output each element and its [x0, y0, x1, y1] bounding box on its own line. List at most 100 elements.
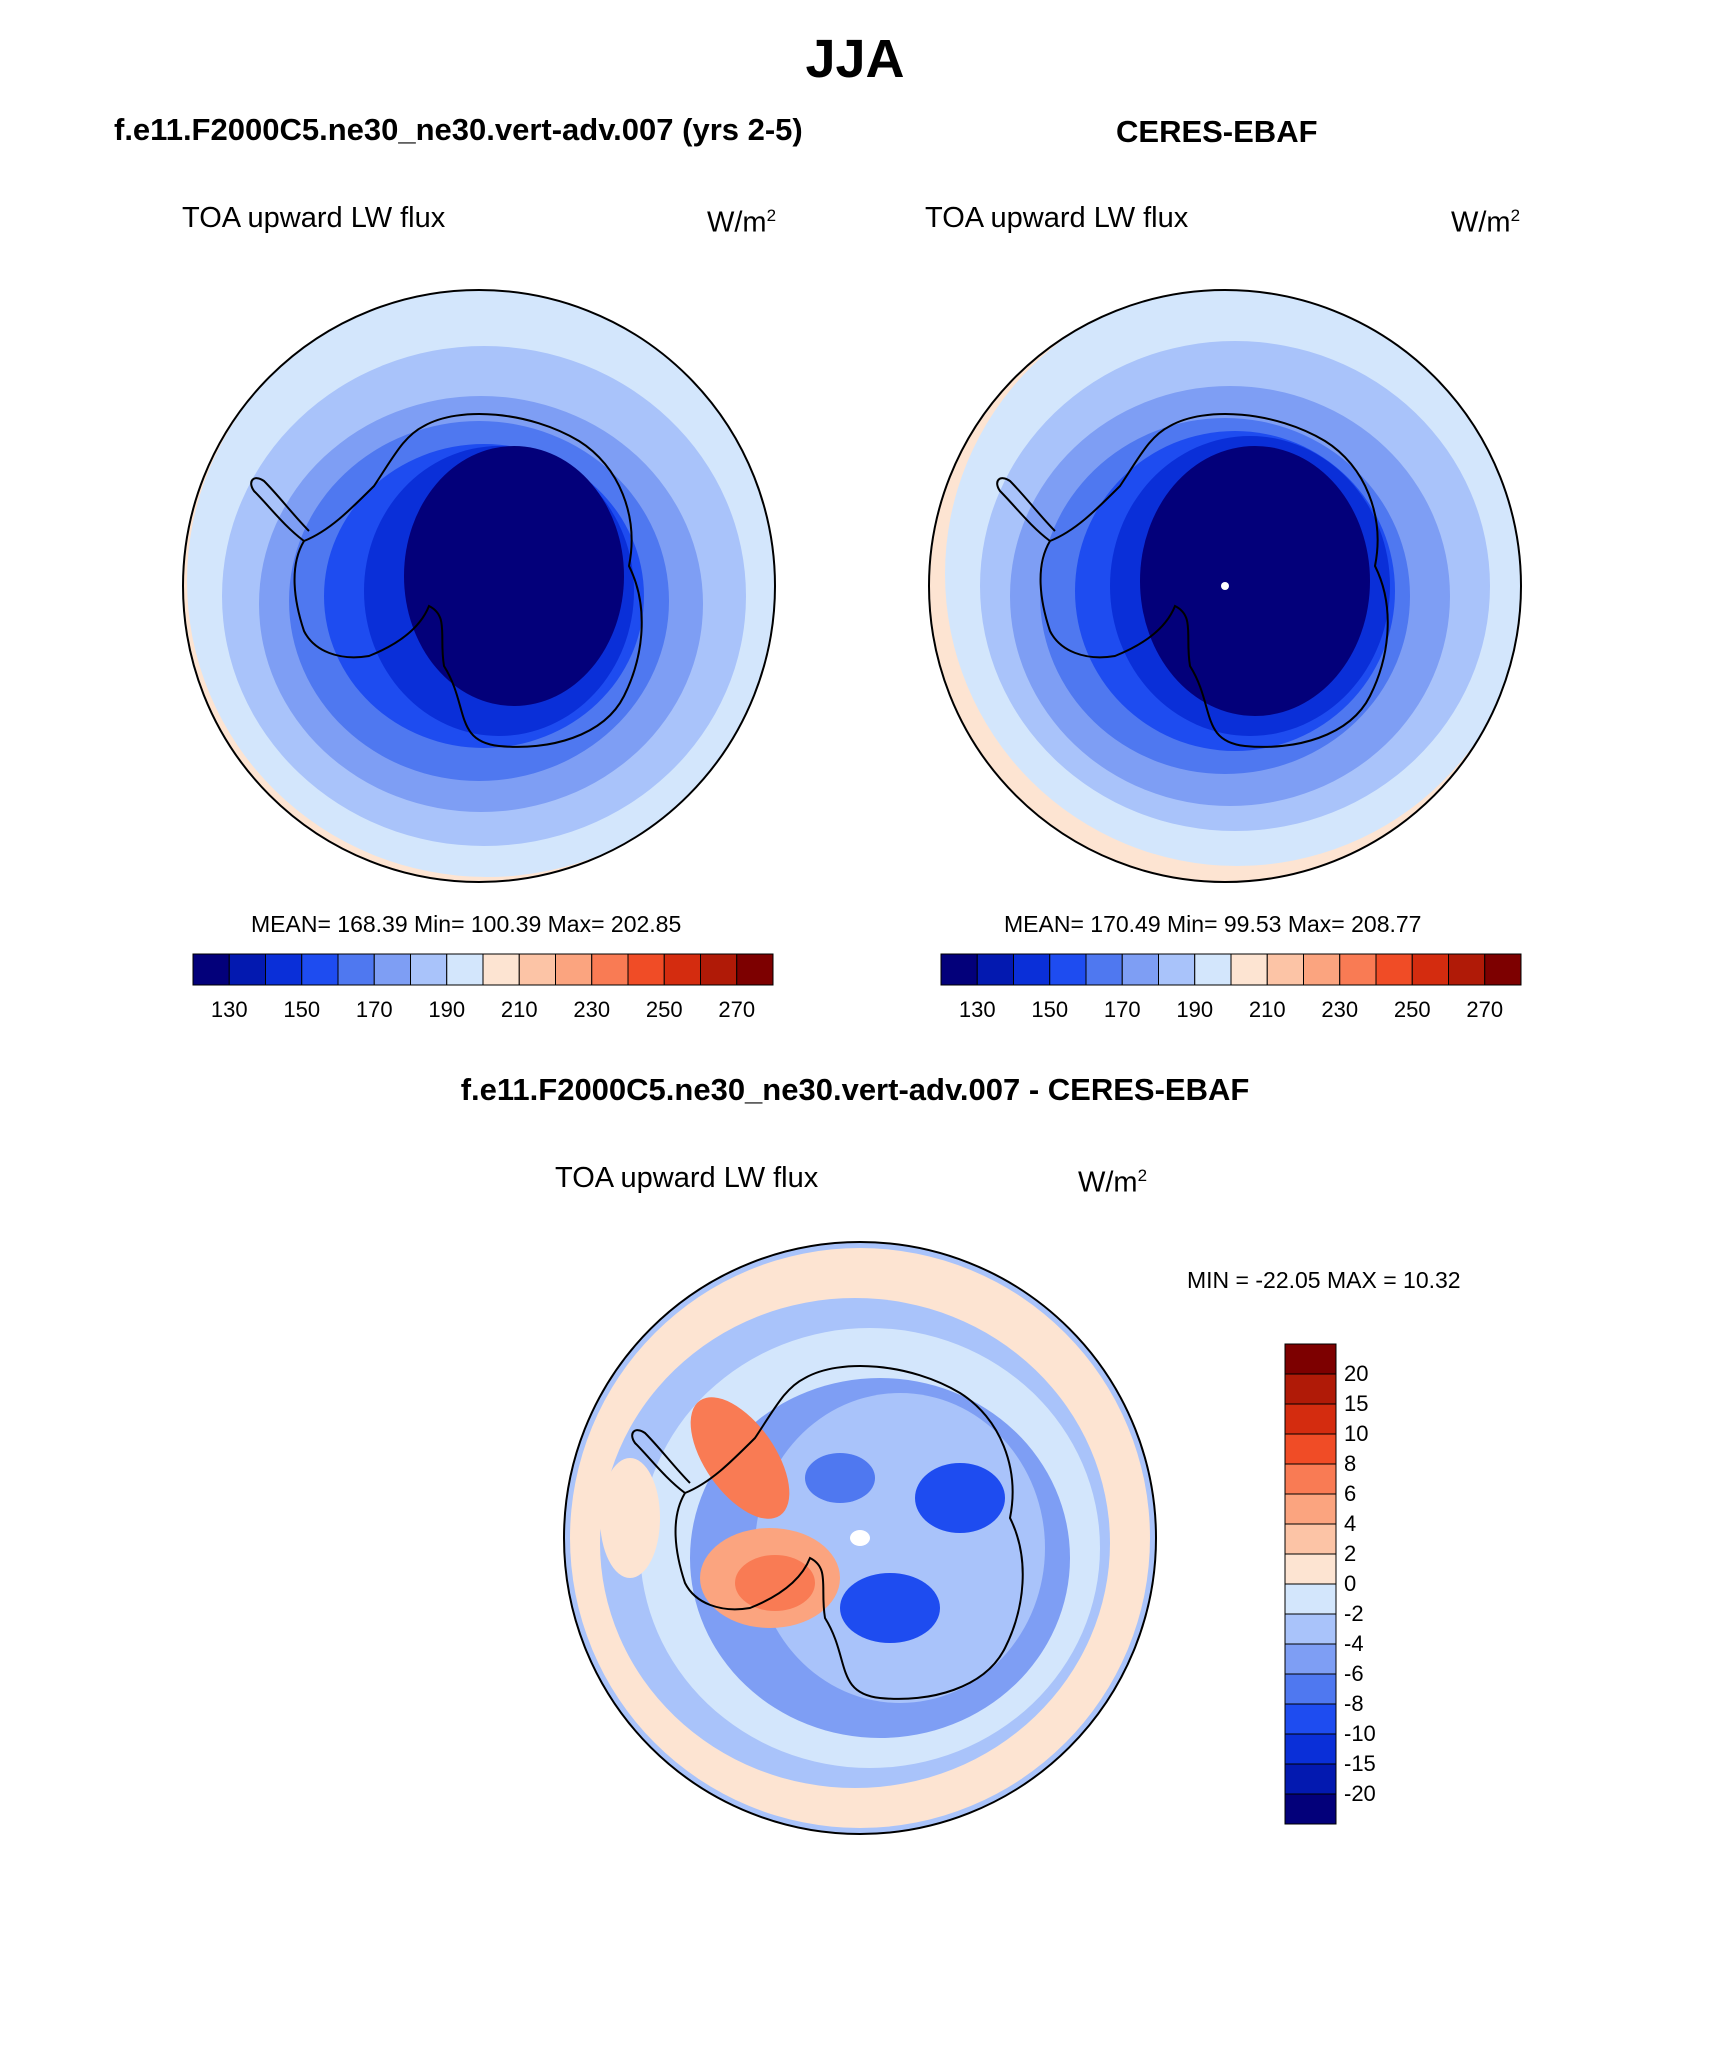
diff-fill-ross-core [735, 1555, 815, 1611]
model-colorbar-tick-label: 230 [573, 997, 611, 1022]
model-colorbar-box [700, 953, 738, 986]
obs-colorbar-box [1049, 953, 1087, 986]
diff-colorbar-box [1284, 1523, 1337, 1555]
diff-colorbar-tick-label: -20 [1344, 1781, 1376, 1806]
diff-colorbar-box [1284, 1613, 1337, 1645]
diff-colorbar-box [1284, 1763, 1337, 1795]
model-colorbar-tick-label: 190 [428, 997, 466, 1022]
diff-fill-east-neg [915, 1463, 1005, 1533]
obs-colorbar-box [1158, 953, 1196, 986]
obs-colorbar-box [940, 953, 978, 986]
obs-colorbar [940, 953, 1522, 986]
diff-colorbar-box [1284, 1373, 1337, 1405]
obs-colorbar-box [1448, 953, 1486, 986]
model-colorbar-box [446, 953, 484, 986]
diff-colorbar-tick-label: 20 [1344, 1361, 1369, 1386]
diff-colorbar-tick-label: 10 [1344, 1421, 1369, 1446]
obs-map-border [928, 289, 1522, 883]
diff-units-label: W/m2 [1078, 1166, 1148, 1199]
model-colorbar-box [410, 953, 448, 986]
diff-stats: MIN = -22.05 MAX = 10.32 [1187, 1267, 1461, 1293]
model-colorbar-box [663, 953, 701, 986]
obs-colorbar-tick-label: 170 [1103, 997, 1141, 1022]
diff-fill-south-neg [840, 1573, 940, 1643]
model-panel-title: f.e11.F2000C5.ne30_ne30.vert-adv.007 (yr… [114, 112, 803, 147]
diff-colorbar-tick-label: 0 [1344, 1571, 1357, 1596]
model-colorbar-box [301, 953, 339, 986]
diff-colorbar-box [1284, 1553, 1337, 1585]
obs-pole-dot [1221, 582, 1229, 590]
model-colorbar-tick-label: 170 [355, 997, 393, 1022]
model-colorbar [192, 953, 774, 986]
diff-colorbar-tick-label: 6 [1344, 1481, 1357, 1506]
obs-colorbar-tick-label: 270 [1466, 997, 1504, 1022]
obs-panel-title: CERES-EBAF [1116, 114, 1318, 149]
diff-map-border [563, 1241, 1157, 1835]
diff-colorbar-box [1284, 1673, 1337, 1705]
diff-variable-label: TOA upward LW flux [555, 1162, 819, 1194]
diff-colorbar-box [1284, 1703, 1337, 1735]
obs-colorbar-tick-label: 150 [1031, 997, 1069, 1022]
obs-colorbar-tick-label: 190 [1176, 997, 1214, 1022]
obs-colorbar-box [1013, 953, 1051, 986]
model-colorbar-box [555, 953, 593, 986]
obs-fill-130 [1140, 446, 1370, 716]
diff-colorbar-tick-label: -8 [1344, 1691, 1364, 1716]
diff-fill-west-pos [600, 1458, 660, 1578]
obs-variable-label: TOA upward LW flux [925, 202, 1189, 234]
obs-map [928, 289, 1522, 883]
obs-units-label: W/m2 [1451, 206, 1521, 239]
model-stats: MEAN= 168.39 Min= 100.39 Max= 202.85 [251, 911, 682, 937]
diff-colorbar-tick-label: 4 [1344, 1511, 1357, 1536]
model-colorbar-box [265, 953, 303, 986]
diff-map [563, 1241, 1157, 1835]
obs-colorbar-box [1121, 953, 1159, 986]
obs-colorbar-box [1085, 953, 1123, 986]
model-fill-130 [404, 446, 624, 706]
model-colorbar-tick-label: 270 [718, 997, 756, 1022]
model-colorbar-box [482, 953, 520, 986]
model-colorbar-tick-label: 210 [500, 997, 538, 1022]
model-colorbar-box [373, 953, 411, 986]
diff-colorbar-box [1284, 1643, 1337, 1675]
diff-colorbar-tick-label: -6 [1344, 1661, 1364, 1686]
obs-stats: MEAN= 170.49 Min= 99.53 Max= 208.77 [1004, 911, 1422, 937]
diff-colorbar-box [1284, 1583, 1337, 1615]
model-colorbar-box [627, 953, 665, 986]
model-variable-label: TOA upward LW flux [182, 202, 446, 234]
obs-colorbar-tick-label: 230 [1321, 997, 1359, 1022]
diff-colorbar-tick-label: -4 [1344, 1631, 1364, 1656]
obs-colorbar-box [1230, 953, 1268, 986]
model-units-label: W/m2 [707, 206, 777, 239]
obs-colorbar-box [1303, 953, 1341, 986]
diff-colorbar-box [1284, 1493, 1337, 1525]
obs-colorbar-box [1339, 953, 1377, 986]
diff-fill-peninsula-pos [690, 1397, 790, 1519]
figure-title: JJA [805, 29, 905, 89]
model-colorbar-tick-label: 150 [283, 997, 321, 1022]
model-colorbar-box [736, 953, 774, 986]
obs-colorbar-box [1266, 953, 1304, 986]
diff-colorbar-tick-label: -15 [1344, 1751, 1376, 1776]
diff-colorbar-box [1284, 1343, 1337, 1375]
model-colorbar-tick-label: 130 [210, 997, 248, 1022]
obs-colorbar-tick-label: 210 [1248, 997, 1286, 1022]
diff-fill-north-neg [805, 1453, 875, 1503]
diff-colorbar-tick-label: 8 [1344, 1451, 1357, 1476]
model-colorbar-box [518, 953, 556, 986]
model-colorbar-box [337, 953, 375, 986]
diff-panel-title: f.e11.F2000C5.ne30_ne30.vert-adv.007 - C… [460, 1072, 1250, 1107]
diff-pole-spot [850, 1530, 870, 1546]
obs-colorbar-box [976, 953, 1014, 986]
diff-colorbar-tick-label: 15 [1344, 1391, 1369, 1416]
diff-colorbar-tick-label: -10 [1344, 1721, 1376, 1746]
obs-colorbar-tick-label: 130 [958, 997, 996, 1022]
obs-colorbar-box [1411, 953, 1449, 986]
model-map-border [182, 289, 776, 883]
diff-colorbar-box [1284, 1463, 1337, 1495]
model-colorbar-box [192, 953, 230, 986]
obs-colorbar-box [1375, 953, 1413, 986]
model-colorbar-box [591, 953, 629, 986]
diff-colorbar-box [1284, 1793, 1337, 1825]
model-map [182, 289, 776, 883]
